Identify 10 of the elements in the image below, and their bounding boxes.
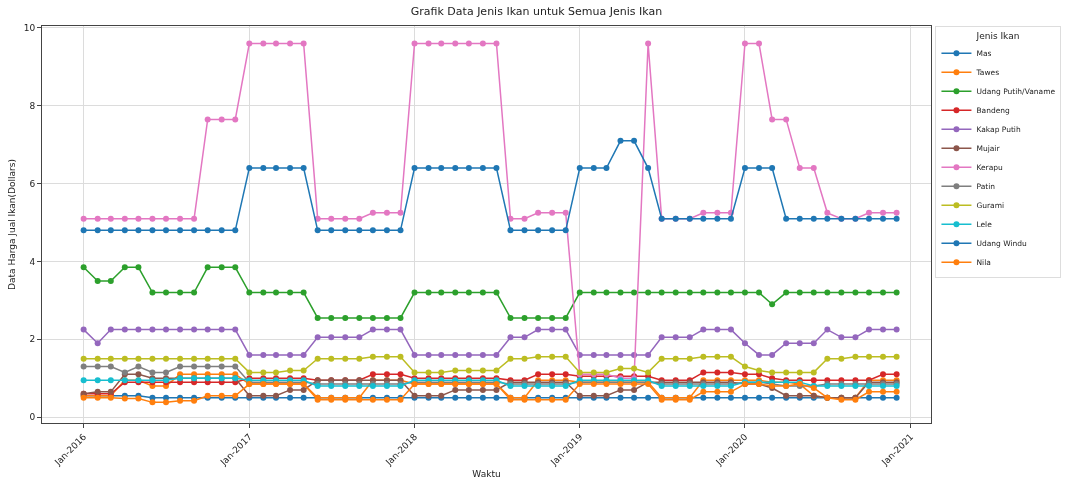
y-tick-label: 6 bbox=[29, 178, 36, 189]
y-tick-label: 4 bbox=[29, 256, 36, 267]
y-axis-title: Data Harga Jual Ikan(Dollars) bbox=[7, 159, 18, 290]
legend-title: Jenis Ikan bbox=[975, 30, 1020, 41]
y-tick-label: 8 bbox=[29, 100, 36, 111]
y-tick-label: 10 bbox=[23, 23, 36, 34]
x-axis-title: Waktu bbox=[472, 469, 501, 479]
y-tick-label: 2 bbox=[29, 334, 36, 345]
y-tick-label: 0 bbox=[29, 412, 36, 423]
chart-title: Grafik Data Jenis Ikan untuk Semua Jenis Ikan bbox=[410, 4, 663, 18]
